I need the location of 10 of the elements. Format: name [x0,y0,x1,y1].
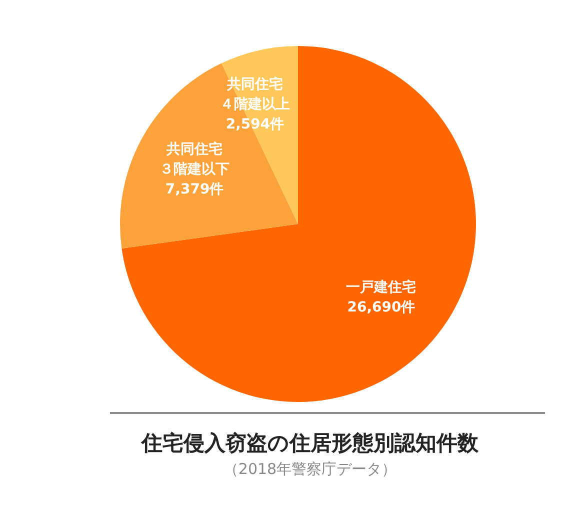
data-label: 2,594件 [226,116,284,132]
text: （2018年警察庁データ） [223,460,397,478]
data-label: 26,690件 [347,299,416,316]
text: 住宅侵入窃盗の住居形態別認知件数 [140,431,480,455]
slice-label: 一戸建住宅 [346,278,416,296]
slice-label: 共同住宅３階建以下 [160,140,230,178]
pie-slice [122,46,476,402]
pie-slice [120,63,298,249]
data-label: 7,379件 [165,181,224,198]
slice-label: 共同住宅４階建以上 [220,75,290,112]
